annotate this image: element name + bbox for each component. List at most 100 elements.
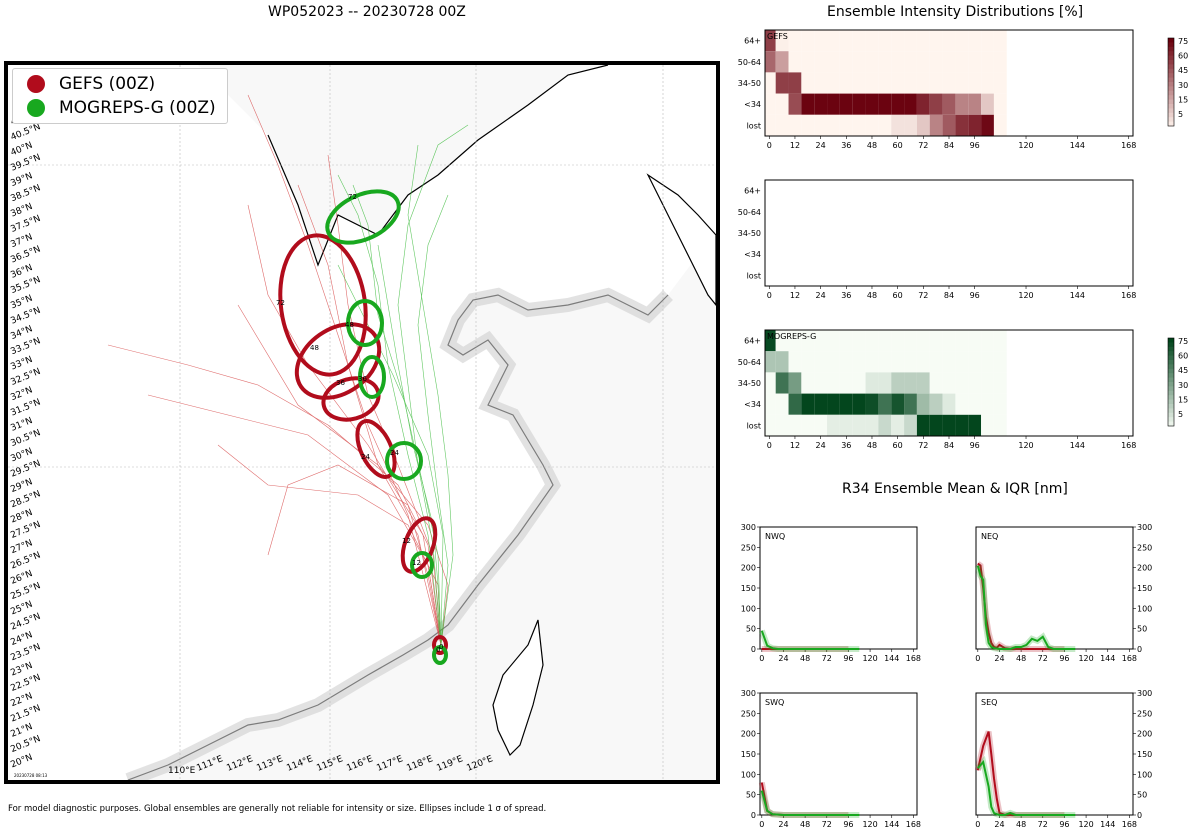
heatmap-cell <box>775 330 789 352</box>
heatmap-cell <box>955 114 969 136</box>
heatmap-cell <box>814 372 828 394</box>
ellipse-label-gefs-36: 36 <box>336 379 345 387</box>
r34-series-line <box>760 790 860 816</box>
heatmap-cell <box>775 393 789 415</box>
heatmap-xtick: 96 <box>970 291 980 300</box>
r34-xtick: 48 <box>800 820 810 829</box>
heatmap-xtick: 36 <box>841 291 851 300</box>
heatmap-cell <box>865 414 879 436</box>
colorbar-tick: 15 <box>1178 395 1188 404</box>
colorbar-segment <box>1168 38 1174 43</box>
heatmap-ytick: lost <box>747 421 761 430</box>
heatmap-panel-label: GEFS <box>767 32 788 41</box>
ellipse-label-gefs-24: 24 <box>361 453 370 461</box>
r34-ytick: 150 <box>1137 584 1152 593</box>
ellipse-label-gefs-72: 72 <box>276 299 285 307</box>
colorbar-segment <box>1168 99 1174 105</box>
heatmap-cell <box>865 72 879 94</box>
heatmap-cell <box>788 51 802 73</box>
ellipse-label-gefs-0: 0 <box>436 646 440 654</box>
heatmap-ytick: 34-50 <box>738 229 761 238</box>
r34-quadrant-label: SWQ <box>765 698 784 707</box>
heatmap-cell <box>839 351 853 373</box>
colorbar-tick: 5 <box>1178 410 1183 419</box>
colorbar-segment <box>1168 360 1174 365</box>
heatmap-xtick: 48 <box>867 441 877 450</box>
ellipse-labels: 72 48 36 24 12 0 72 48 36 24 12 0 <box>276 193 443 654</box>
heatmap-cell <box>827 414 840 436</box>
r34-ytick: 300 <box>1137 523 1152 532</box>
heatmap-cell <box>878 351 892 373</box>
heatmap-cell <box>775 114 789 136</box>
heatmap-cell <box>865 114 879 136</box>
legend-label-gefs: GEFS (00Z) <box>59 74 156 94</box>
colorbar-segment <box>1168 421 1174 427</box>
ellipse-label-mogreps-72: 72 <box>348 193 357 201</box>
heatmap-cell <box>765 30 776 52</box>
heatmap-cell <box>788 114 802 136</box>
heatmap-cell <box>968 72 982 94</box>
heatmap-cell <box>839 414 853 436</box>
r34-xtick: 96 <box>843 654 853 663</box>
heatmap-cell <box>852 30 866 52</box>
heatmap-cell <box>827 30 840 52</box>
heatmap-cell <box>981 330 994 352</box>
r34-ytick: 100 <box>741 604 756 613</box>
heatmap-cell <box>878 414 892 436</box>
heatmap-cell <box>788 330 802 352</box>
track-map[interactable]: 72 48 36 24 12 0 72 48 36 24 12 0 41°N40… <box>4 61 720 787</box>
r34-ytick: 50 <box>746 625 756 634</box>
r34-xtick: 48 <box>1016 654 1026 663</box>
heatmap-cell <box>878 393 892 415</box>
heatmap-cell <box>801 372 815 394</box>
colorbar-segment <box>1168 68 1174 74</box>
heatmap-cell <box>775 30 789 52</box>
heatmap-cell <box>993 114 1007 136</box>
heatmap-xtick: 60 <box>893 441 903 450</box>
heatmap-cell <box>929 372 943 394</box>
ellipse-label-gefs-48: 48 <box>310 344 319 352</box>
heatmap-xtick: 96 <box>970 141 980 150</box>
heatmap-cell <box>942 51 956 73</box>
heatmap-cell <box>968 414 982 436</box>
colorbar-segment <box>1168 55 1174 61</box>
heatmap-xtick: 120 <box>1018 441 1033 450</box>
colorbar-tick: 45 <box>1178 66 1188 75</box>
heatmap-cell <box>981 51 994 73</box>
r34-xtick: 120 <box>1078 654 1093 663</box>
heatmap-xtick: 144 <box>1070 291 1085 300</box>
heatmap-cell <box>827 51 840 73</box>
heatmap-cell <box>865 330 879 352</box>
heatmap-xtick: 60 <box>893 291 903 300</box>
r34-ytick: 100 <box>741 770 756 779</box>
r34-xtick: 144 <box>1100 654 1115 663</box>
heatmap-cell <box>916 393 930 415</box>
colorbar-segment <box>1168 351 1174 357</box>
r34-ytick: 50 <box>1137 625 1147 634</box>
colorbar-segment <box>1168 390 1174 396</box>
r34-ytick: 0 <box>1137 811 1142 820</box>
r34-xtick: 120 <box>862 654 877 663</box>
heatmap-xtick: 36 <box>841 141 851 150</box>
r34-xtick: 0 <box>759 820 764 829</box>
r34-xtick: 0 <box>759 654 764 663</box>
heatmap-cell <box>942 414 956 436</box>
heatmap-cell <box>765 93 776 115</box>
lon-label: 120°E <box>465 754 494 774</box>
colorbar-segment <box>1168 346 1174 352</box>
colorbar-segment <box>1168 368 1174 374</box>
heatmap-cell <box>788 93 802 115</box>
heatmap-cell <box>765 393 776 415</box>
intensity-title: Ensemble Intensity Distributions [%] <box>827 4 1084 20</box>
r34-xtick: 168 <box>1122 654 1137 663</box>
legend-label-mogreps: MOGREPS-G (00Z) <box>59 98 216 118</box>
r34-frame <box>975 526 1134 650</box>
r34-ytick: 300 <box>741 689 756 698</box>
r34-ytick: 0 <box>1137 645 1142 654</box>
heatmap-cell <box>852 330 866 352</box>
r34-xtick: 48 <box>800 654 810 663</box>
heatmap-xtick: 36 <box>841 441 851 450</box>
longitude-labels: 110°E 111°E 112°E 113°E 114°E 115°E 116°E 117°E… <box>168 754 495 776</box>
r34-ytick: 250 <box>741 543 756 552</box>
